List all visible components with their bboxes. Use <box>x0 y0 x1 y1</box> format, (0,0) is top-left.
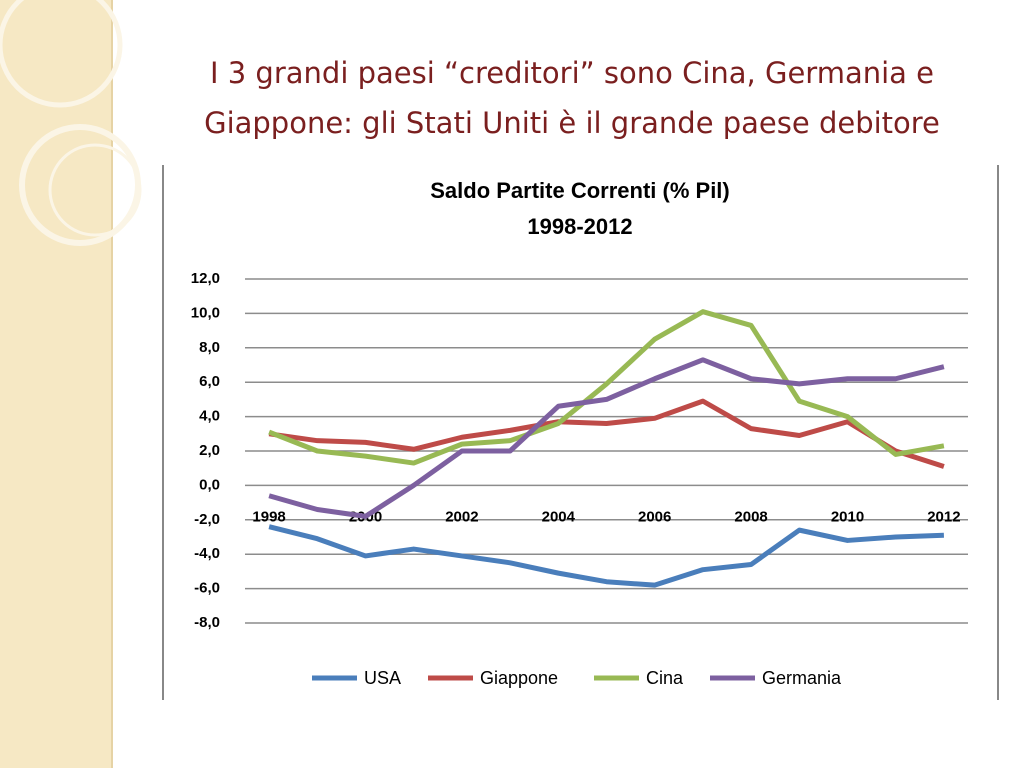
y-tick-label: 12,0 <box>191 270 220 287</box>
series-line <box>268 398 945 469</box>
series-line <box>268 357 945 519</box>
legend-label: Giappone <box>480 668 558 688</box>
x-tick-label: 2008 <box>734 508 767 525</box>
x-tick-label: 1998 <box>252 508 285 525</box>
x-tick-label: 2002 <box>445 508 478 525</box>
y-tick-label: -8,0 <box>194 614 220 631</box>
y-tick-label: 2,0 <box>199 442 220 459</box>
deco-circle <box>19 124 141 246</box>
chart-subtitle: 1998-2012 <box>527 214 632 239</box>
deco-circle <box>48 143 142 237</box>
y-tick-label: -6,0 <box>194 580 220 597</box>
y-tick-label: 6,0 <box>199 373 220 390</box>
side-strip <box>0 0 112 768</box>
series-line <box>268 309 945 466</box>
slide-title: I 3 grandi paesi “creditori” sono Cina, … <box>210 56 934 90</box>
slide-title: Giappone: gli Stati Uniti è il grande pa… <box>204 106 940 140</box>
y-tick-label: 8,0 <box>199 339 220 356</box>
x-tick-label: 2006 <box>638 508 671 525</box>
y-tick-label: -4,0 <box>194 545 220 562</box>
x-tick-label: 2012 <box>927 508 960 525</box>
series-line <box>268 524 944 588</box>
deco-circle <box>0 0 123 108</box>
legend-label: USA <box>364 668 401 688</box>
y-tick-label: 0,0 <box>199 476 220 493</box>
y-tick-label: 10,0 <box>191 304 220 321</box>
x-tick-label: 2010 <box>831 508 864 525</box>
y-tick-label: -2,0 <box>194 511 220 528</box>
y-tick-label: 4,0 <box>199 408 220 425</box>
legend-label: Cina <box>646 668 684 688</box>
chart-title: Saldo Partite Correnti (% Pil) <box>430 178 730 203</box>
x-tick-label: 2004 <box>542 508 576 525</box>
legend-label: Germania <box>762 668 842 688</box>
